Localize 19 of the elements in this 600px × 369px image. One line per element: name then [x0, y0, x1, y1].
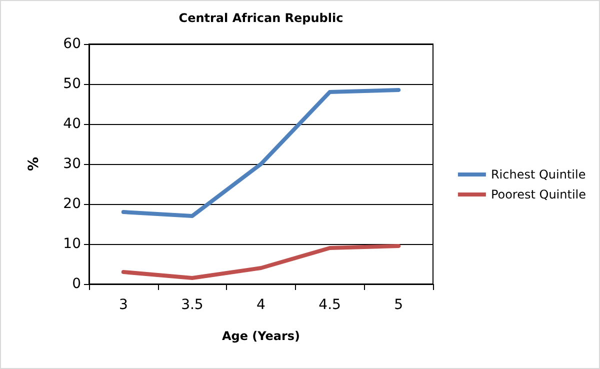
y-tick-label: 40	[63, 116, 81, 132]
x-tick-label: 4	[256, 297, 266, 313]
line-series	[121, 244, 401, 280]
line-series	[121, 88, 401, 218]
x-tick-label: 3.5	[181, 297, 204, 313]
y-tick-label: 10	[63, 236, 81, 252]
y-tick-label: 60	[63, 36, 81, 52]
y-tick-label: 50	[63, 76, 81, 92]
y-axis-title: %	[26, 156, 42, 172]
legend-label: Richest Quintile	[490, 168, 586, 182]
legend-label: Poorest Quintile	[490, 188, 586, 202]
y-tick-label: 20	[63, 196, 81, 212]
y-tick-label: 0	[72, 276, 81, 292]
x-tick-label: 5	[394, 297, 404, 313]
y-tick-label: 30	[63, 156, 81, 172]
chart-title: Central African Republic	[178, 11, 344, 25]
x-axis-title: Age (Years)	[222, 329, 300, 343]
x-tick-label: 4.5	[318, 297, 341, 313]
x-tick-label: 3	[118, 297, 128, 313]
